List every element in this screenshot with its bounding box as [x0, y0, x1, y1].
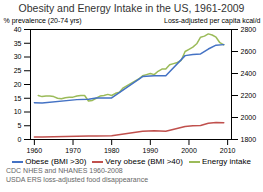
svg-text:30: 30: [14, 53, 22, 60]
svg-text:10: 10: [14, 108, 22, 115]
svg-text:1970: 1970: [65, 147, 81, 154]
html-text:Obese (BMI >30): Obese (BMI >30): [25, 157, 87, 166]
svg-text:2010: 2010: [220, 147, 236, 154]
html-text:CDC NHES and NHANES 1960-2008: CDC NHES and NHANES 1960-2008: [6, 167, 123, 174]
svg-text:2000: 2000: [241, 114, 257, 121]
html-text:Very obese (BMI >40): Very obese (BMI >40): [105, 157, 183, 166]
html-text:Obesity and Energy Intake in t: Obesity and Energy Intake in the US, 196…: [18, 2, 245, 14]
svg-text:2600: 2600: [241, 48, 257, 55]
svg-text:5: 5: [18, 122, 22, 129]
svg-text:15: 15: [14, 94, 22, 101]
svg-text:Loss-adjusted per capita kcal/: Loss-adjusted per capita kcal/d: [164, 17, 261, 25]
html-text:USDA ERS loss-adjusted food di: USDA ERS loss-adjusted food disappearanc…: [6, 175, 148, 183]
svg-text:2200: 2200: [241, 92, 257, 99]
svg-text:2800: 2800: [241, 26, 257, 33]
html-text:Energy intake: Energy intake: [201, 157, 251, 166]
svg-text:35: 35: [14, 39, 22, 46]
svg-text:1980: 1980: [104, 147, 120, 154]
svg-text:2000: 2000: [181, 147, 197, 154]
svg-text:% prevalence (20-74 yrs): % prevalence (20-74 yrs): [4, 17, 82, 25]
svg-text:40: 40: [14, 26, 22, 33]
svg-text:0: 0: [18, 136, 22, 143]
svg-text:1800: 1800: [241, 136, 257, 143]
svg-text:1960: 1960: [27, 147, 43, 154]
svg-text:20: 20: [14, 81, 22, 88]
svg-text:2400: 2400: [241, 70, 257, 77]
svg-text:1990: 1990: [143, 147, 159, 154]
svg-text:25: 25: [14, 67, 22, 74]
